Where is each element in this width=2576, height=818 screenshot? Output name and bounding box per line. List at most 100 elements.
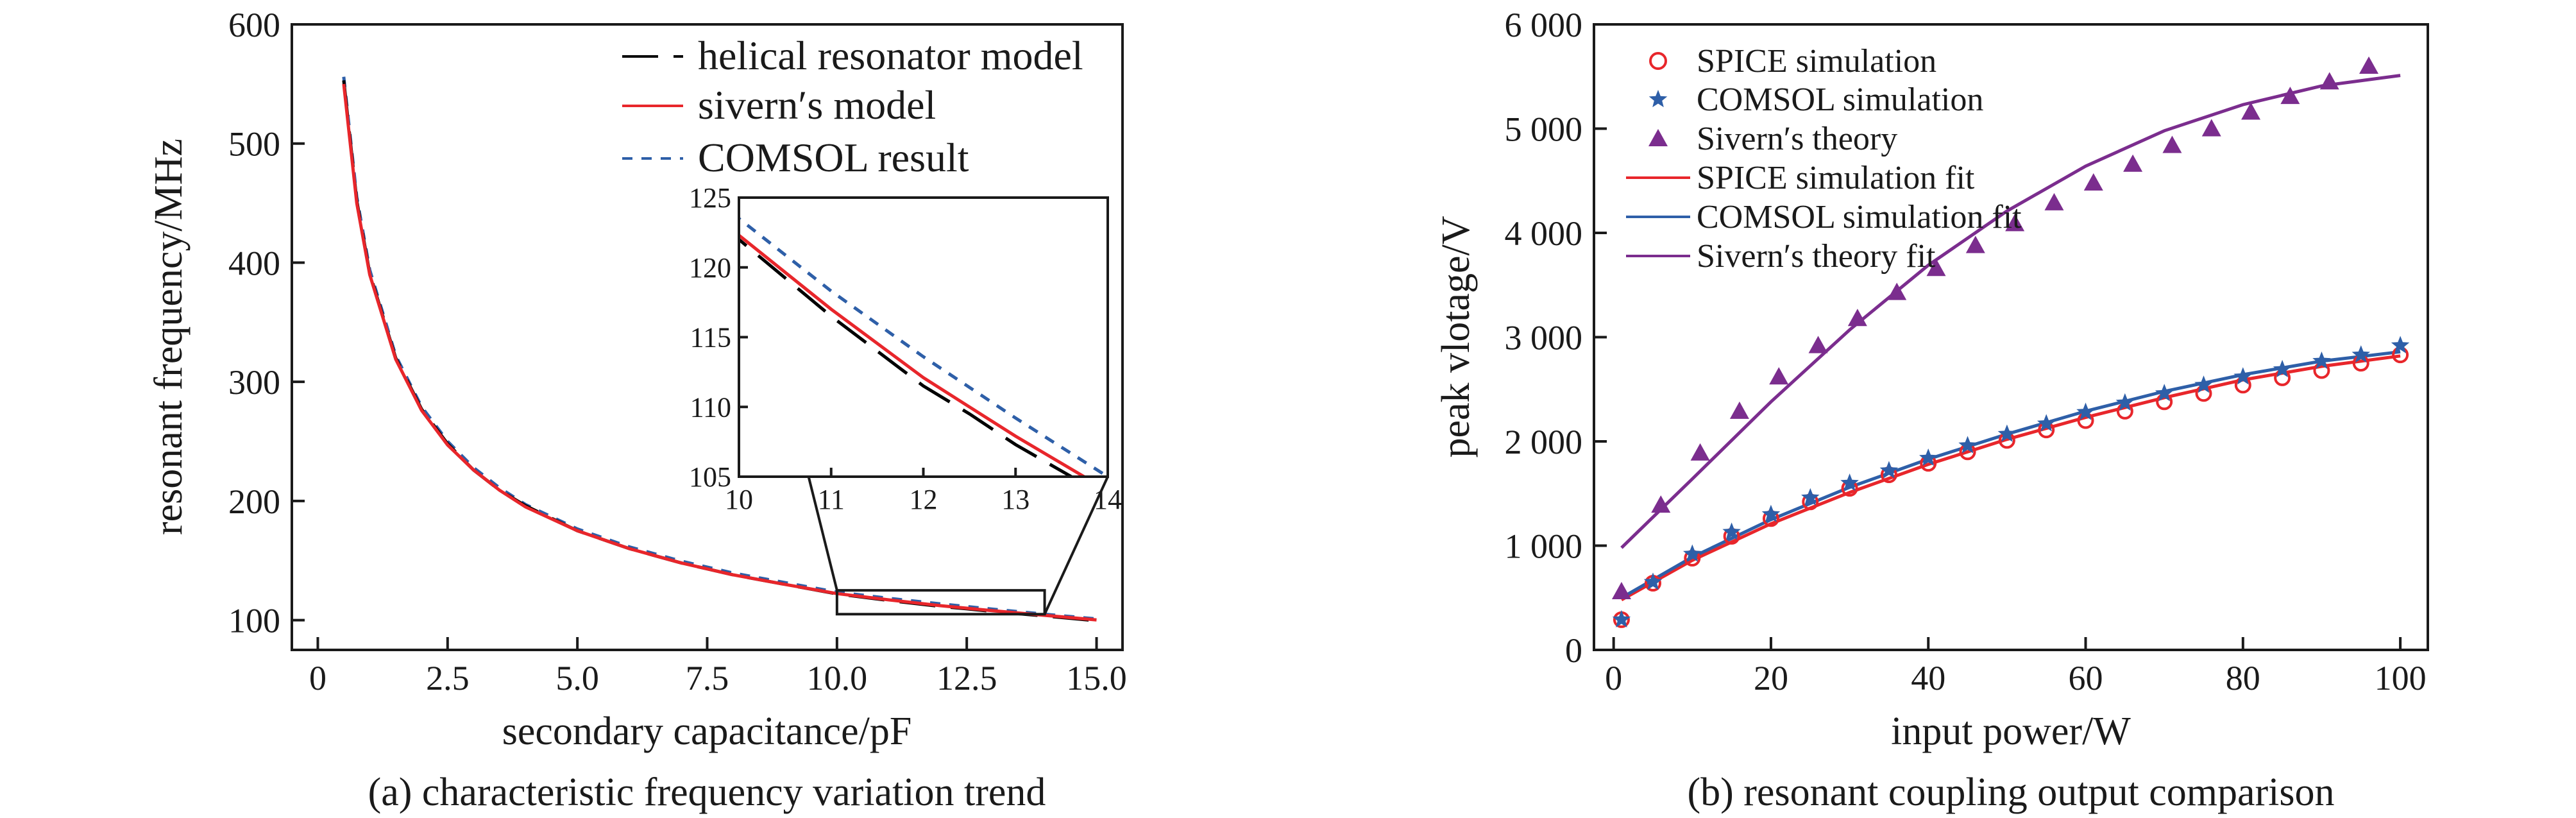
chart-b-x-axis-label: input power/W [1891, 710, 2131, 753]
chart-a-x-tick-label: 12.5 [936, 659, 997, 697]
chart-a-x-tick-label: 0 [309, 659, 326, 697]
comsol-point [1612, 609, 1631, 627]
series-line-sivern-s-model [342, 83, 1097, 622]
chart-a-zoom-box [835, 589, 1046, 616]
sivern-point [2123, 154, 2143, 172]
chart-a-y-tick-label: 400 [228, 244, 280, 282]
chart-b-y-tick-label: 3 000 [1505, 319, 1583, 357]
sivern-point [2319, 72, 2339, 90]
sivern-point [1769, 367, 1789, 385]
inset-x-ticks: 10 11 12 13 14 [725, 468, 1122, 515]
sivern-point [1847, 309, 1867, 327]
chart-b-y-tick-label: 0 [1565, 631, 1582, 670]
sivern-point [1729, 401, 1749, 419]
chart-a-x-ticks: 0 2.5 5.0 7.5 10.0 12.5 15.0 [309, 637, 1127, 697]
chart-b-caption: (b) resonant coupling output comparison [1687, 771, 2334, 814]
inset-series [739, 216, 1108, 477]
chart-a-x-axis-label: secondary capacitance/pF [502, 710, 912, 753]
chart-a-legend: helical resonator model sivern′s model C… [622, 33, 1083, 180]
chart-a-x-tick-label: 10.0 [807, 659, 868, 697]
sivern-point [2005, 214, 2025, 232]
sivern-point [1690, 443, 1710, 461]
comsol-point [2312, 351, 2331, 369]
chart-b-x-tick-label: 80 [2226, 659, 2260, 697]
legend-helical-label: helical resonator model [698, 33, 1083, 78]
legend-spice-label: SPICE simulation [1697, 43, 1936, 80]
sivern-point [2083, 173, 2103, 191]
comsol-point [1801, 488, 1820, 506]
chart-b: 0 20 40 60 80 100 0 1 000 2 000 3 000 4 000 5 000 6… [1434, 6, 2429, 814]
chart-a-zoom-connector-right [1043, 476, 1109, 615]
sivern-point [1926, 259, 1946, 277]
legend-sivern-fit-label: Sivern′s theory fit [1697, 238, 1936, 275]
sivern-point [2044, 192, 2064, 210]
sivern-point [1651, 495, 1671, 513]
comsol-point [1958, 436, 1977, 454]
chart-a: 0 2.5 5.0 7.5 10.0 12.5 15.0 100 200 300 400 500 60… [147, 6, 1127, 814]
inset-x-tick-label: 13 [1001, 484, 1030, 515]
legend-comsol-fit-label: COMSOL simulation fit [1697, 199, 2022, 235]
inset-x-tick-label: 14 [1094, 484, 1122, 515]
chart-b-y-ticks: 0 1 000 2 000 3 000 4 000 5 000 6 000 [1505, 6, 1607, 670]
chart-a-x-tick-label: 15.0 [1066, 659, 1127, 697]
chart-a-inset: 10 11 12 13 14 105 110 115 120 125 [689, 182, 1122, 515]
chart-a-x-tick-label: 5.0 [555, 659, 599, 697]
legend-comsol-sim-label: COMSOL simulation [1697, 81, 1983, 118]
comsol-point [1761, 504, 1781, 522]
inset-line-sivern-s-model [739, 232, 1088, 477]
comsol-point [2273, 359, 2292, 377]
sivern-point [2201, 119, 2221, 137]
comsol-point [1722, 522, 1741, 540]
comsol-point [2194, 375, 2213, 393]
inset-x-tick-label: 12 [910, 484, 938, 515]
fit-line-comsol-simulation-fit [1620, 350, 2401, 599]
comsol-point [2115, 393, 2135, 411]
inset-x-tick-label: 11 [818, 484, 845, 515]
comsol-point [1643, 572, 1663, 590]
chart-b-y-tick-label: 6 000 [1505, 6, 1583, 44]
chart-a-y-tick-label: 300 [228, 363, 280, 402]
chart-a-x-tick-label: 2.5 [426, 659, 470, 697]
chart-b-y-axis-label: peak vlotage/V [1434, 216, 1478, 457]
comsol-point [2233, 367, 2253, 385]
chart-a-y-tick-label: 200 [228, 482, 280, 521]
chart-b-legend: SPICE simulation COMSOL simulation Siver… [1626, 43, 2022, 275]
comsol-point [2037, 414, 2056, 432]
legend-sivern-marker [1648, 129, 1668, 146]
legend-comsol-label: COMSOL result [698, 135, 969, 180]
sivern-point [2162, 135, 2182, 153]
inset-y-tick-label: 125 [689, 182, 731, 214]
fit-line-sivern-s-theory-fit [1620, 74, 2401, 549]
chart-a-x-tick-label: 7.5 [686, 659, 729, 697]
sivern-point [2280, 87, 2300, 105]
comsol-point [2076, 402, 2095, 420]
comsol-point [2351, 345, 2370, 363]
inset-line-helical-resonator-model [739, 237, 1075, 477]
chart-a-y-ticks: 100 200 300 400 500 600 [228, 6, 305, 640]
comsol-point [1879, 461, 1899, 479]
chart-b-x-tick-label: 20 [1754, 659, 1788, 697]
comsol-point [1683, 544, 1702, 562]
comsol-point [1919, 448, 1938, 466]
inset-y-tick-label: 105 [689, 461, 731, 493]
sivern-point [1965, 235, 1985, 253]
chart-b-plot-frame [1593, 23, 2429, 651]
sivern-point [2241, 102, 2261, 120]
chart-a-y-axis-label: resonant frequency/MHz [147, 139, 191, 535]
inset-y-ticks: 105 110 115 120 125 [689, 182, 748, 493]
chart-b-x-tick-label: 100 [2375, 659, 2427, 697]
spice-point [2392, 346, 2409, 364]
chart-b-series [1611, 56, 2410, 628]
chart-a-y-tick-label: 100 [228, 602, 280, 640]
comsol-point [2155, 384, 2174, 402]
comsol-point [1840, 473, 1859, 491]
chart-a-caption: (a) characteristic frequency variation t… [368, 771, 1046, 814]
inset-background [739, 198, 1108, 477]
chart-b-x-tick-label: 0 [1605, 659, 1622, 697]
inset-x-tick-label: 10 [725, 484, 753, 515]
legend-sivern-label: sivern′s model [698, 82, 936, 128]
sivern-point [1887, 282, 1907, 300]
inset-y-tick-label: 115 [690, 322, 731, 354]
legend-spice-fit-label: SPICE simulation fit [1697, 160, 1975, 196]
